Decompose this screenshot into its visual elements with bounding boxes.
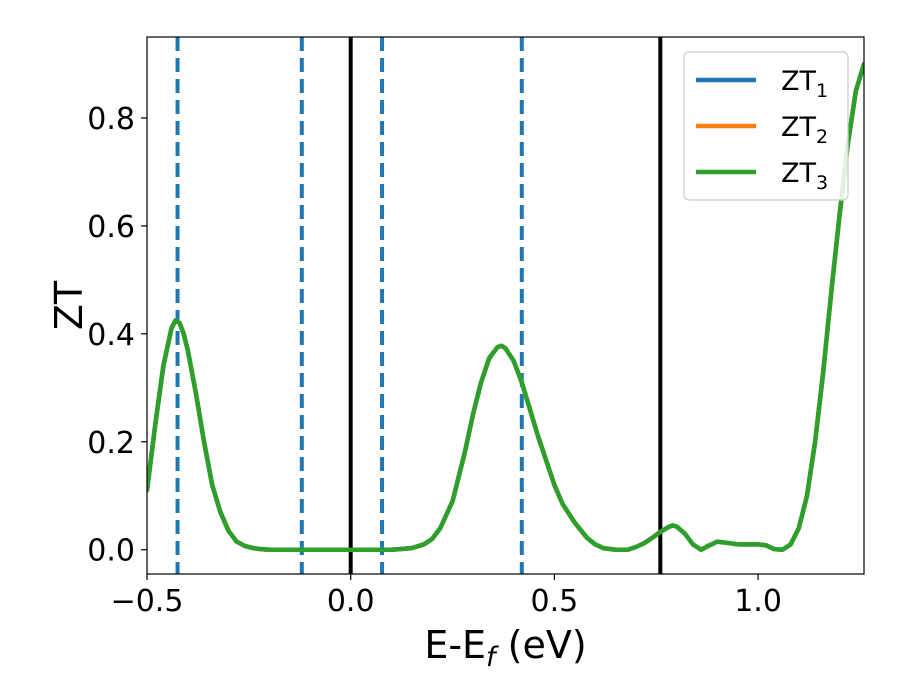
plot-frame (146, 36, 865, 575)
y-tick-label-1: 0.2 (87, 426, 135, 461)
x-tick-label-0: −0.5 (111, 584, 184, 619)
legend-label-1: ZT1 (781, 66, 828, 102)
x-axis: −0.5 0.0 0.5 1.0 (111, 574, 782, 619)
legend-box (683, 51, 849, 201)
legend-label-2: ZT2 (781, 112, 828, 148)
legend: ZT1 ZT2 ZT3 (683, 51, 849, 201)
x-tick-label-2: 0.5 (531, 584, 579, 619)
x-tick-label-3: 1.0 (734, 584, 782, 619)
plot-area (147, 37, 864, 574)
y-axis: 0.0 0.2 0.4 0.6 0.8 (87, 102, 147, 569)
y-tick-label-2: 0.4 (87, 318, 135, 353)
y-tick-label-4: 0.8 (87, 102, 135, 137)
x-axis-label: E-Ef (eV) (424, 623, 586, 673)
y-tick-label-0: 0.0 (87, 534, 135, 569)
x-tick-label-1: 0.0 (327, 584, 375, 619)
x-axis-label-main: E-E (424, 623, 486, 667)
x-axis-label-unit: (eV) (496, 623, 587, 667)
y-axis-label: ZT (47, 280, 91, 330)
y-tick-label-3: 0.6 (87, 210, 135, 245)
series-line-3 (147, 61, 864, 552)
legend-label-3: ZT3 (781, 158, 828, 194)
